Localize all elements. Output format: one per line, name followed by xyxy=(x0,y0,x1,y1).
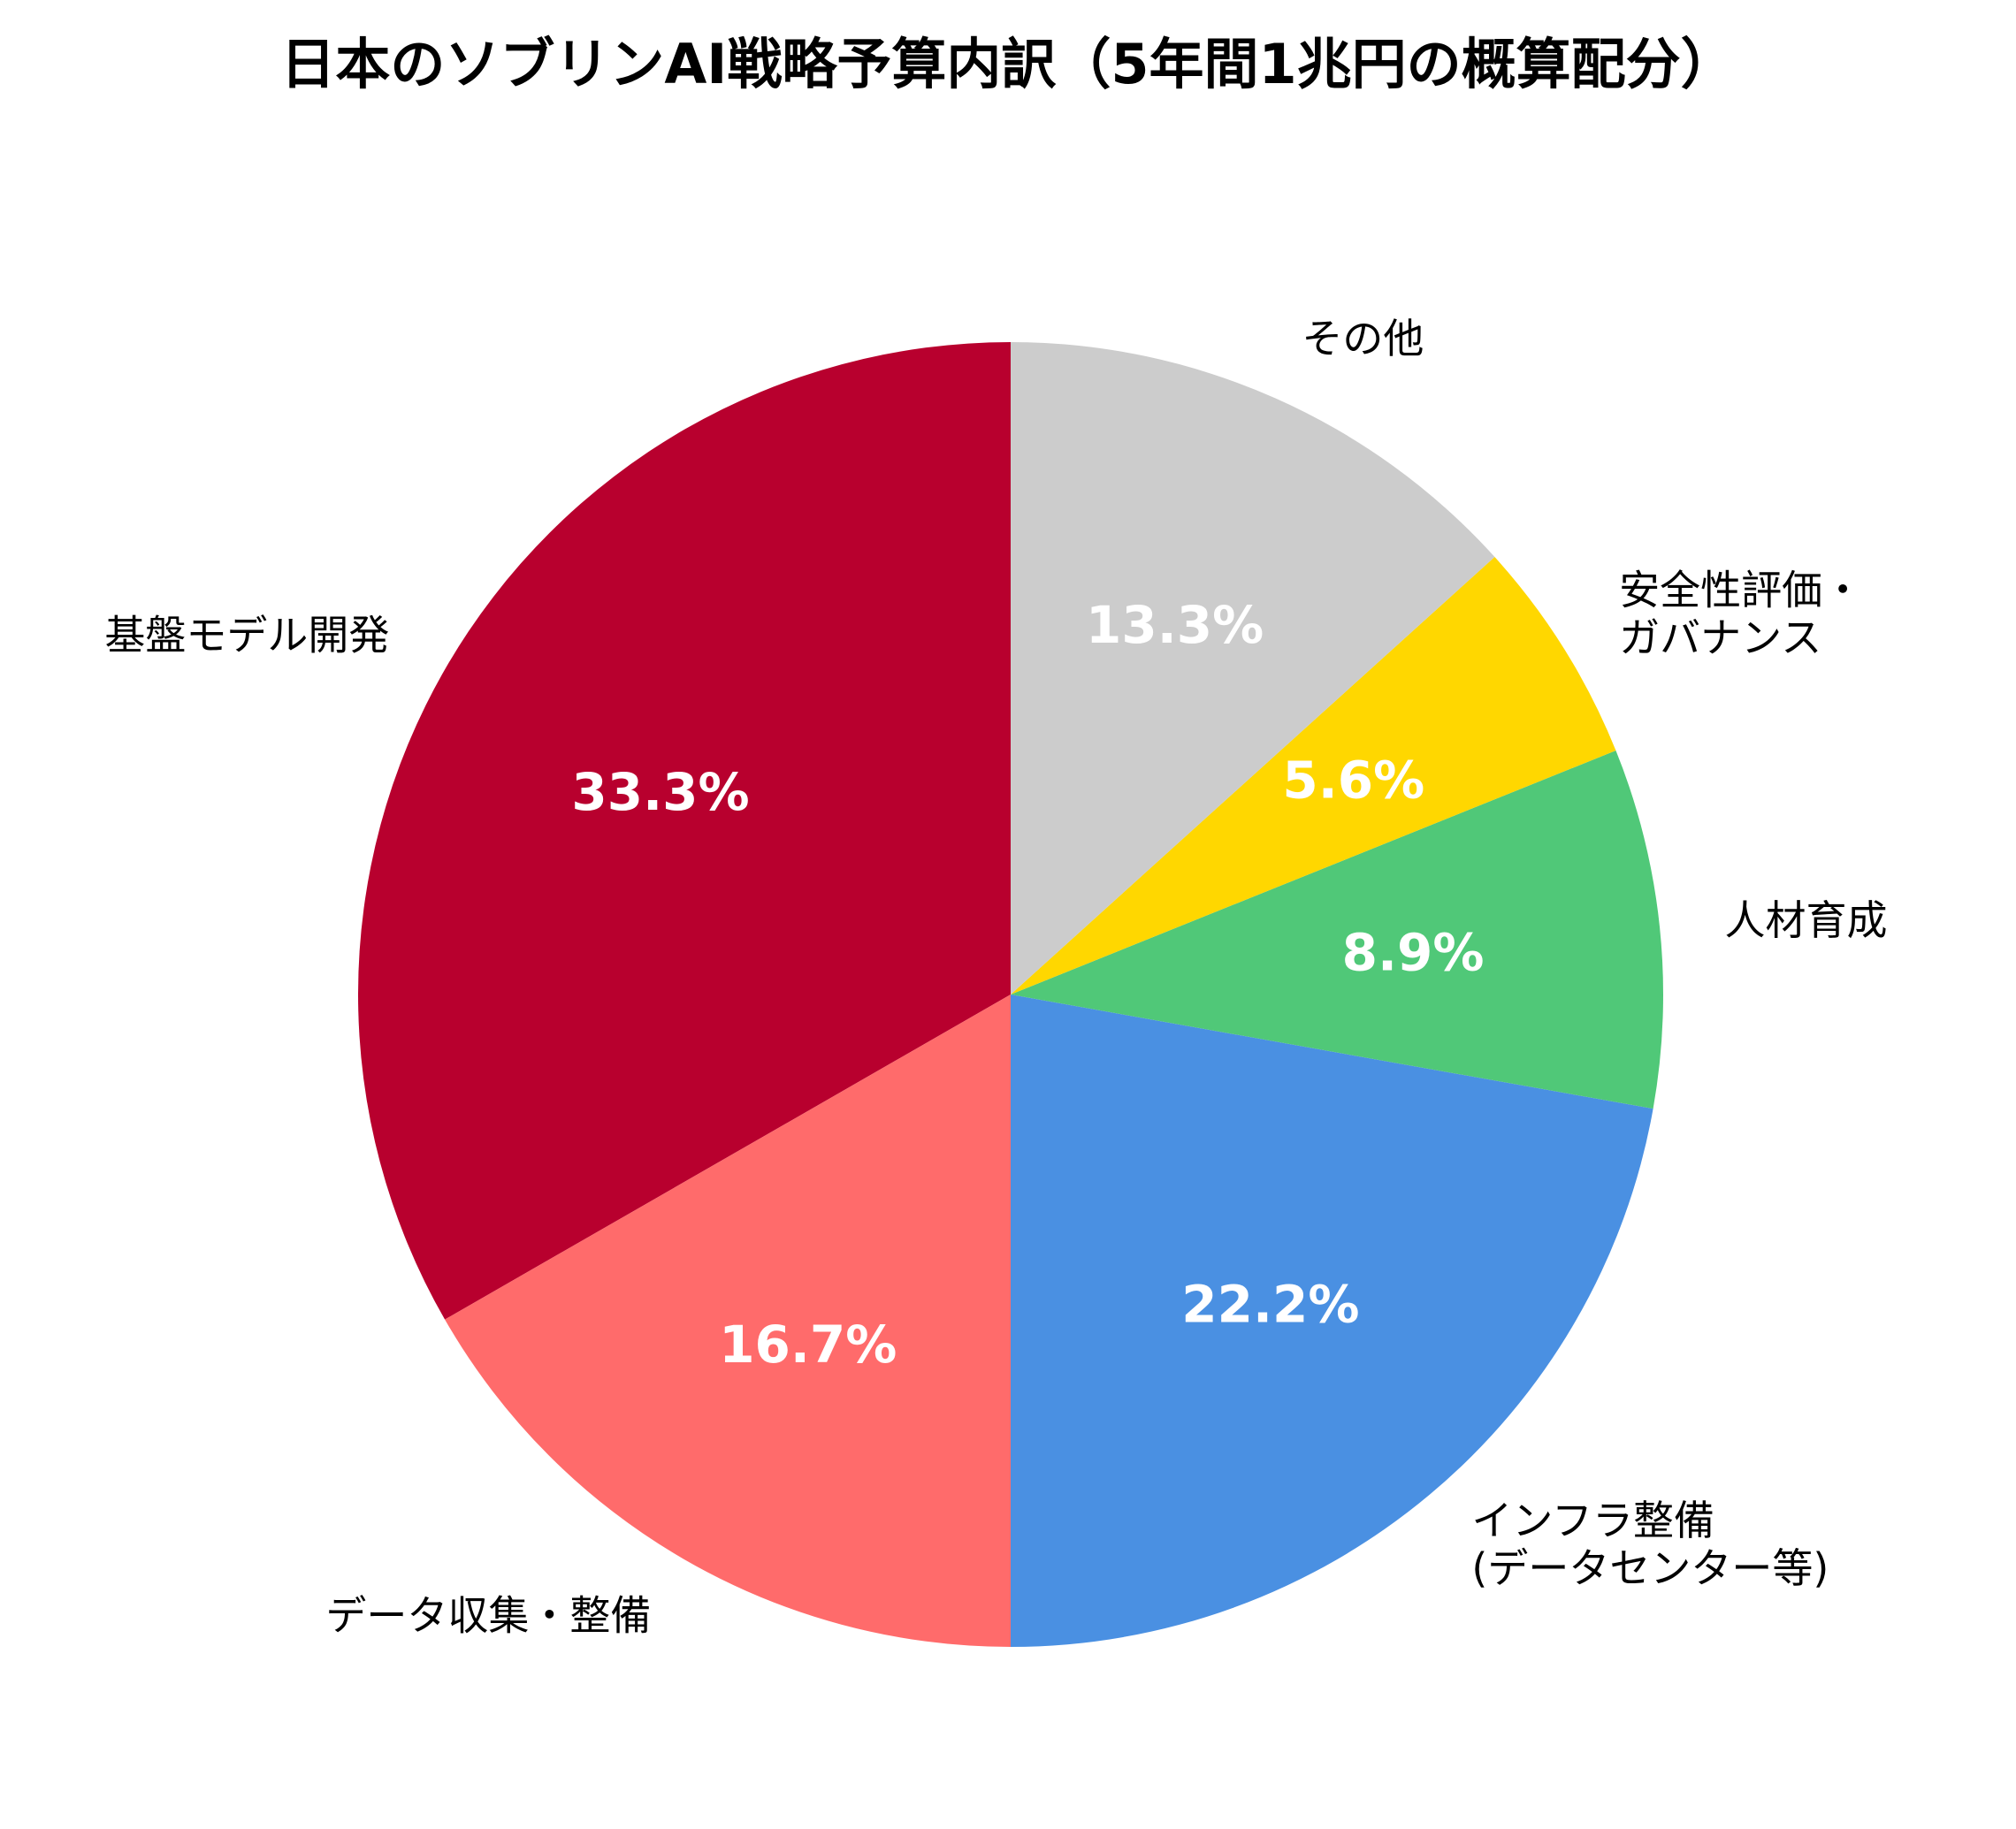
pie-slice-label-line: 基盤モデル開発 xyxy=(104,611,389,659)
pie-slice-label-line: 安全性評価・ xyxy=(1619,566,1863,613)
pie-slice-label-line: (データセンター等) xyxy=(1471,1544,1829,1592)
pie-slice-percent-2: 22.2% xyxy=(1181,1275,1359,1335)
pie-slice-label-3: 人材育成 xyxy=(1724,896,1887,944)
pie-slice-label-line: ガバナンス xyxy=(1619,613,1821,661)
pie-slice-percent-3: 8.9% xyxy=(1342,923,1485,983)
pie-slice-label-1: データ収集・整備 xyxy=(325,1592,651,1640)
pie-slice-label-4: 安全性評価・ガバナンス xyxy=(1619,566,1863,661)
pie-slice-4 xyxy=(1011,557,1616,995)
pie-slice-0 xyxy=(357,342,1011,1320)
pie-slice-label-0: 基盤モデル開発 xyxy=(104,611,389,659)
pie-slice-percent-5: 13.3% xyxy=(1086,595,1264,655)
pie-slice-percent-4: 5.6% xyxy=(1282,750,1424,810)
pie-slice-label-line: インフラ整備 xyxy=(1471,1497,1714,1544)
pie-slice-percent-1: 16.7% xyxy=(719,1315,897,1375)
pie-slice-label-2: インフラ整備(データセンター等) xyxy=(1471,1497,1829,1592)
chart-title: 日本のソブリンAI戦略予算内訳（5年間1兆円の概算配分） xyxy=(280,32,1735,96)
pie-slice-5 xyxy=(1011,342,1495,995)
pie-slice-label-line: その他 xyxy=(1302,315,1424,362)
pie-slice-3 xyxy=(1011,751,1663,1109)
pie-slice-percent-0: 33.3% xyxy=(571,762,749,822)
percent-labels: 33.3% 16.7% 22.2% 8.9% 5.6% 13.3% xyxy=(571,595,1484,1375)
pie-slices xyxy=(357,342,1663,1648)
pie-slice-1 xyxy=(445,995,1012,1647)
pie-slice-label-line: データ収集・整備 xyxy=(325,1592,651,1640)
pie-slice-label-line: 人材育成 xyxy=(1724,896,1887,944)
pie-slice-label-5: その他 xyxy=(1302,315,1424,362)
pie-slice-2 xyxy=(1011,995,1653,1648)
